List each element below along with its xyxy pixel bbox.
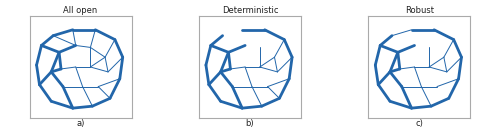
X-axis label: a): a) (76, 119, 85, 128)
Title: Deterministic: Deterministic (222, 6, 278, 15)
X-axis label: c): c) (416, 119, 424, 128)
Title: Robust: Robust (405, 6, 434, 15)
Title: All open: All open (64, 6, 98, 15)
X-axis label: b): b) (246, 119, 254, 128)
